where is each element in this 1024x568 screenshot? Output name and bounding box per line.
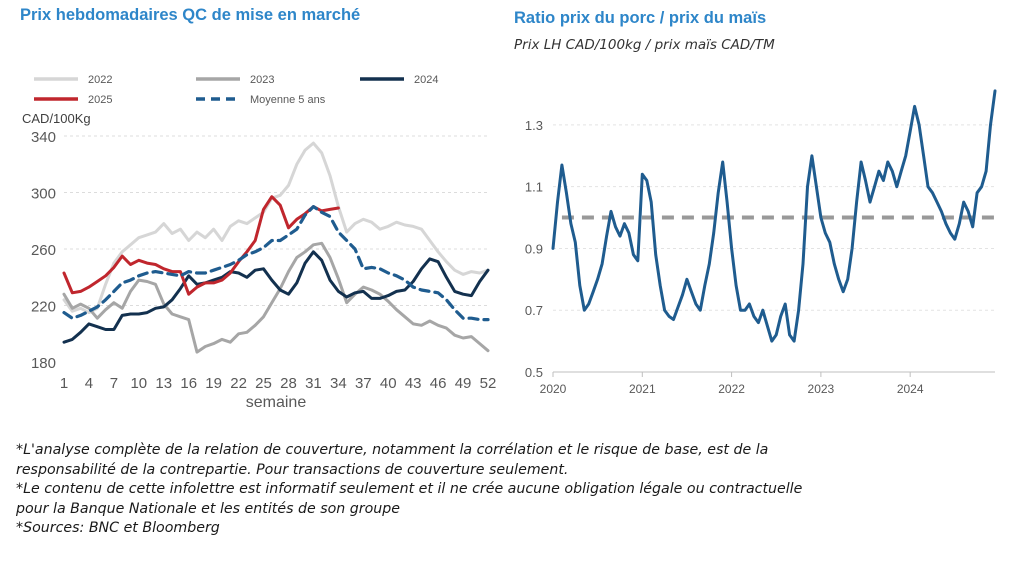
footnote-line: *Sources: BNC et Bloomberg: [16, 520, 220, 537]
x-tick-label: 19: [205, 375, 222, 392]
y-tick-label: 220: [31, 299, 56, 316]
y-tick-label: 0.7: [525, 303, 543, 318]
x-tick-label: 28: [280, 375, 297, 392]
legend-label: Moyenne 5 ans: [250, 94, 326, 106]
x-tick-label: 2021: [629, 382, 656, 396]
y-tick-label: 300: [31, 186, 56, 203]
legend-label: 2025: [88, 94, 112, 106]
x-tick-label: 2020: [540, 382, 567, 396]
y-axis-label: CAD/100Kg: [22, 111, 91, 126]
y-tick-label: 340: [31, 129, 56, 146]
y-tick-label: 1.1: [525, 180, 543, 195]
x-tick-label: 1: [60, 375, 68, 392]
footnote-line: *L'analyse complète de la relation de co…: [16, 442, 769, 458]
x-tick-label: 52: [480, 375, 497, 392]
legend-label: 2023: [250, 74, 274, 86]
series-line-2025: [62, 195, 340, 296]
weekly-price-chart: 180 220 260 300 340 1 4 7 10 13 16 19 22 25 28 31 34 37 40…: [22, 74, 497, 411]
x-tick-label: 7: [110, 375, 118, 392]
x-tick-label: 2023: [808, 382, 835, 396]
footnote-line: responsabilité de la contrepartie. Pour …: [16, 461, 569, 478]
x-axis-label: semaine: [246, 394, 307, 411]
x-tick-label: 2022: [718, 382, 745, 396]
x-tick-label: 4: [85, 375, 93, 392]
y-tick-label: 1.3: [525, 118, 543, 133]
hog-corn-ratio-chart: 0.5 0.7 0.9 1.1 1.3 2020 2021 2022 2023 2024: [525, 89, 997, 396]
right-chart-title: Ratio prix du porc / prix du maïs: [514, 9, 767, 27]
y-tick-label: 0.9: [525, 241, 543, 256]
series-line-2022: [62, 141, 490, 315]
y-tick-label: 0.5: [525, 365, 543, 380]
legend-label: 2022: [88, 74, 112, 86]
y-tick-label: 260: [31, 242, 56, 259]
x-tick-label: 22: [230, 375, 247, 392]
right-chart-subtitle: Prix LH CAD/100kg / prix maïs CAD/TM: [514, 37, 775, 53]
x-tick-label: 16: [180, 375, 197, 392]
footnote-line: pour la Banque Nationale et les entités …: [16, 500, 401, 517]
x-tick-label: 34: [330, 375, 347, 392]
series-line-2023: [62, 241, 490, 354]
x-tick-label: 10: [130, 375, 147, 392]
x-tick-label: 46: [430, 375, 447, 392]
legend-label: 2024: [414, 74, 438, 86]
x-tick-label: 43: [405, 375, 422, 392]
footnote-line: *Le contenu de cette infolettre est info…: [16, 481, 803, 498]
x-tick-label: 31: [305, 375, 322, 392]
x-tick-label: 37: [355, 375, 372, 392]
footnotes: *L'analyse complète de la relation de co…: [16, 441, 1016, 539]
left-chart-title: Prix hebdomadaires QC de mise en marché: [20, 6, 361, 24]
y-tick-label: 180: [31, 355, 56, 372]
x-tick-label: 2024: [897, 382, 924, 396]
x-tick-label: 40: [380, 375, 397, 392]
x-tick-label: 49: [455, 375, 472, 392]
x-tick-label: 13: [155, 375, 172, 392]
series-line-moyenne-5-ans: [62, 205, 490, 322]
x-tick-label: 25: [255, 375, 272, 392]
ratio-series-line: [551, 89, 997, 343]
series-line-2024: [62, 250, 490, 344]
